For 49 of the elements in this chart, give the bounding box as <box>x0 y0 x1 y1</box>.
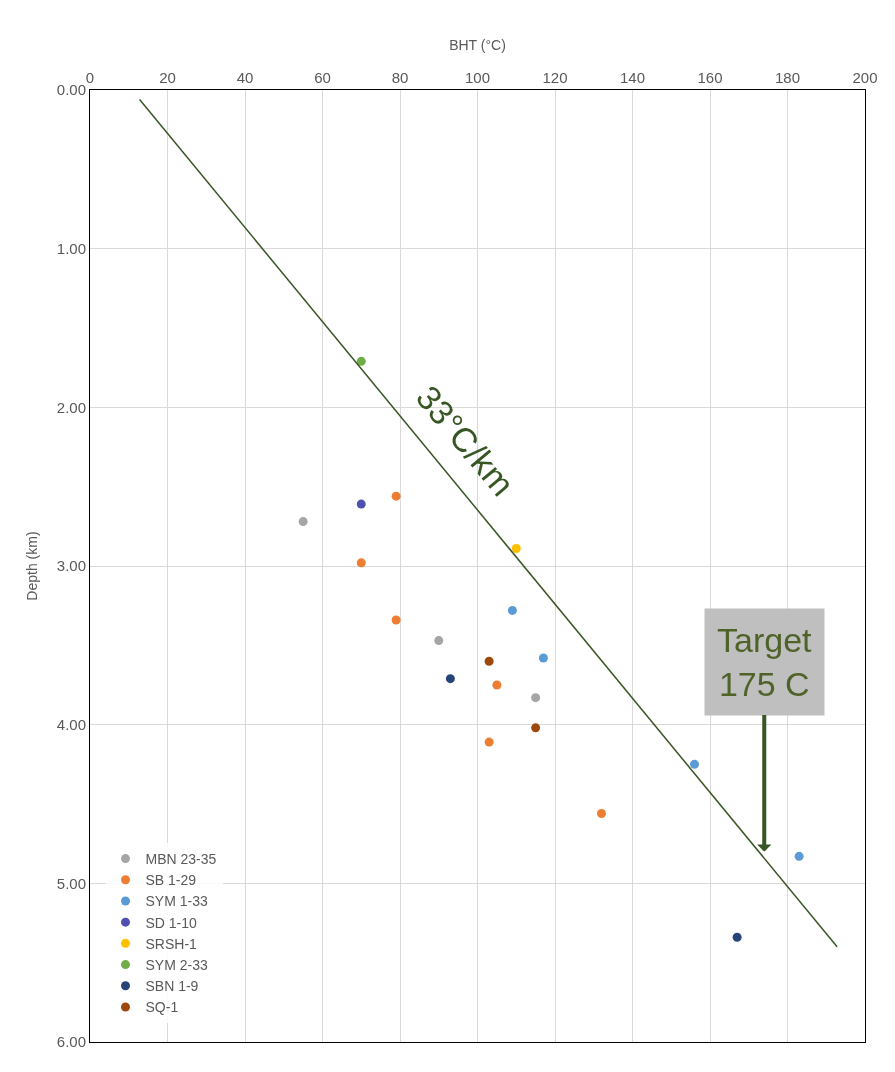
legend-label: SYM 1-33 <box>145 893 208 910</box>
x-tick-label: 160 <box>697 69 723 86</box>
x-tick-label: 140 <box>619 69 646 86</box>
legend-label: SD 1-10 <box>145 914 198 931</box>
y-tick-label: 4.00 <box>56 715 86 733</box>
y-tick-label: 3.00 <box>56 557 86 575</box>
point <box>531 693 541 703</box>
legend-label: SBN 1-9 <box>145 978 199 995</box>
y-tick-label: 6.00 <box>56 1033 86 1051</box>
x-tick-label: 200 <box>852 69 878 86</box>
x-tick-label: 60 <box>314 69 331 86</box>
legend-label: SQ-1 <box>145 999 179 1016</box>
point <box>597 809 606 819</box>
point <box>484 737 494 747</box>
point <box>391 615 401 625</box>
x-tick-label: 80 <box>391 69 409 86</box>
y-axis-title: Depth (km) <box>24 531 41 601</box>
point <box>356 499 366 509</box>
point <box>511 544 521 554</box>
point <box>484 656 494 666</box>
legend-label: SB 1-29 <box>145 872 197 889</box>
annotation: Target 175 C <box>717 621 813 704</box>
y-tick-label: 0.00 <box>56 81 86 99</box>
point <box>690 759 699 769</box>
legend-label: MBN 23-35 <box>145 851 217 868</box>
point <box>732 932 742 942</box>
point <box>538 653 548 663</box>
point <box>356 356 366 366</box>
point <box>391 491 401 501</box>
x-tick-label: 100 <box>464 69 491 86</box>
point <box>298 517 308 527</box>
x-tick-label: 0 <box>85 69 95 86</box>
point <box>531 723 541 733</box>
y-tick-label: 1.00 <box>56 239 86 257</box>
y-tick-label: 2.00 <box>56 398 86 416</box>
point <box>794 851 804 861</box>
point <box>434 636 444 646</box>
x-axis-title: BHT (°C) <box>449 36 506 53</box>
x-tick-label: 120 <box>542 69 568 86</box>
y-tick-label: 5.00 <box>56 874 86 892</box>
x-tick-label: 180 <box>774 69 801 86</box>
x-tick-label: 20 <box>159 69 176 86</box>
legend-label: SYM 2-33 <box>145 957 208 974</box>
x-tick-label: 40 <box>236 69 254 86</box>
point <box>492 680 502 690</box>
point <box>507 605 517 615</box>
legend-label: SRSH-1 <box>145 935 198 952</box>
point <box>356 558 366 568</box>
point <box>445 674 455 684</box>
